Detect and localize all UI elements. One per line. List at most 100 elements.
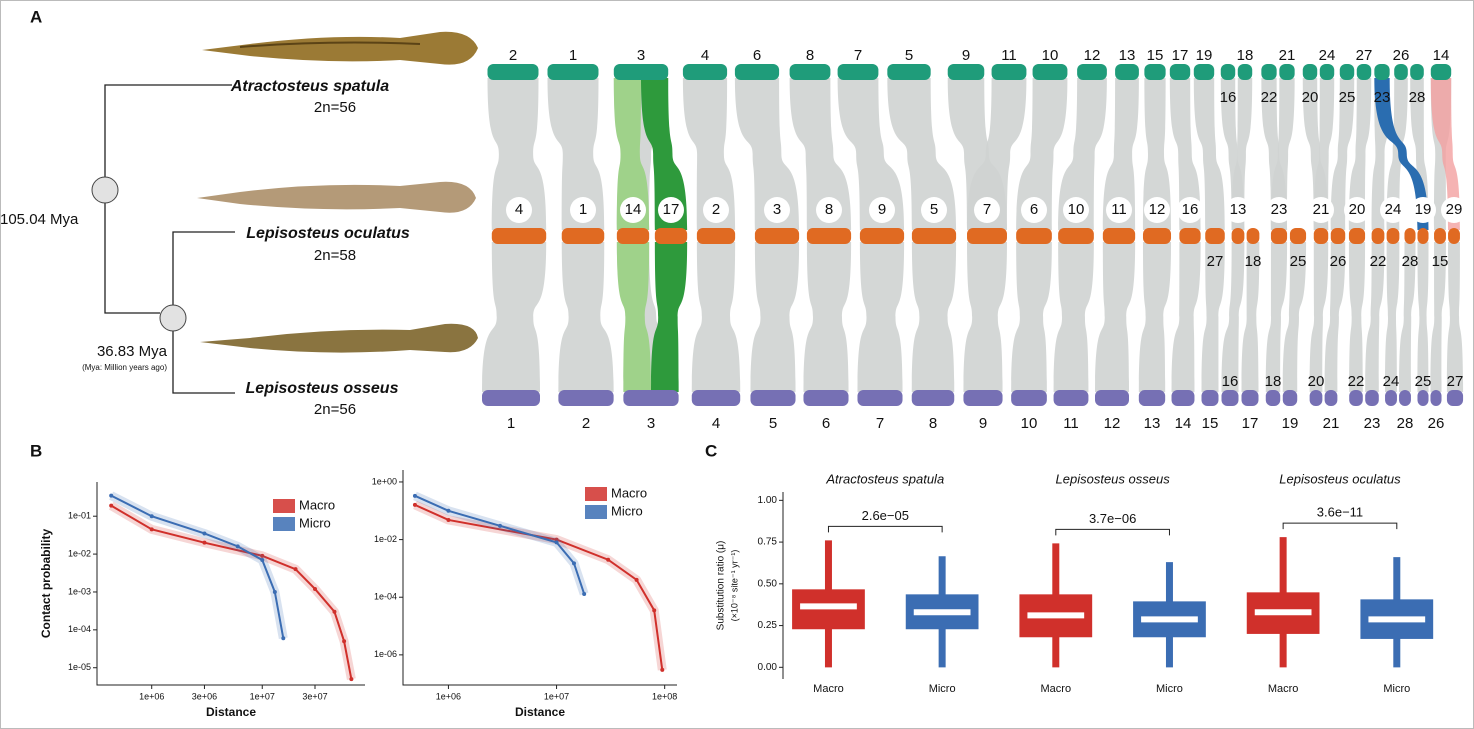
species-name: Lepisosteus oculatus [246, 225, 410, 242]
data-point [554, 537, 559, 542]
y-tick-label: 1e-02 [68, 548, 91, 558]
chromosome-block [887, 64, 931, 80]
data-point [652, 608, 657, 613]
label-bubble [658, 197, 684, 223]
panel-c: 0.00 0.25 0.50 0.75 1.00 Substitution ratio (… [716, 471, 1434, 695]
chromosome-block [1324, 390, 1338, 406]
chromosome-block [1246, 228, 1260, 244]
x-tick-label: Micro [1383, 683, 1410, 695]
chromosome-block [616, 228, 650, 244]
chromosome-label: 16 [1220, 89, 1237, 106]
chromosome-block [691, 390, 741, 406]
chromosome-block [857, 390, 903, 406]
chromosome-block [1386, 228, 1400, 244]
y-tick-label: 0.25 [758, 620, 778, 631]
label-bubble [1063, 197, 1089, 223]
y-tick-label: 0.75 [758, 537, 778, 548]
synteny-ribbon [558, 242, 614, 392]
chromosome-label: 26 [1330, 253, 1347, 270]
node-age: 36.83 Mya [97, 343, 168, 360]
synteny-ribbon [1324, 242, 1346, 392]
series-line [414, 494, 586, 595]
y-tick-label: 1e-04 [68, 624, 91, 634]
synteny-ribbon [1446, 242, 1464, 392]
label-bubble [506, 197, 532, 223]
chromosome-block [967, 228, 1007, 244]
chromosome-label: 12 [1104, 415, 1121, 432]
synteny-ribbon [1095, 242, 1136, 392]
chromosome-label: 29 [1446, 201, 1463, 218]
chromosome-block [1394, 64, 1408, 80]
panel-label: C [705, 441, 717, 460]
x-tick-label: 1e+06 [139, 691, 164, 701]
data-point [109, 503, 114, 508]
significance-bracket [1055, 528, 1170, 536]
chromosome-label: 28 [1409, 89, 1426, 106]
label-bubble [1225, 197, 1251, 223]
chromosome-block [1265, 390, 1281, 406]
chromosome-block [1434, 228, 1446, 244]
chromosome-block [1032, 64, 1068, 80]
data-point [349, 677, 354, 682]
synteny-ribbon [1430, 78, 1460, 230]
synteny-ribbon [691, 242, 741, 392]
axis [96, 482, 365, 686]
synteny-ribbon [1241, 242, 1260, 392]
chromosome-label: 20 [1308, 373, 1325, 390]
data-point [149, 527, 154, 532]
chromosome-label: 25 [1339, 89, 1356, 106]
chromosome-label: 4 [701, 47, 709, 64]
data-point [446, 517, 451, 522]
chromosome-label: 9 [962, 47, 970, 64]
legend-swatch [273, 499, 295, 513]
chromosome-label: 17 [663, 201, 680, 218]
label-bubble [1410, 197, 1436, 223]
chromosome-block [558, 390, 614, 406]
chromosome-label: 3 [647, 415, 655, 432]
chromosome-block [1261, 64, 1277, 80]
synteny-ribbon [911, 242, 957, 392]
axis [402, 470, 677, 686]
synteny-ribbon [651, 242, 688, 392]
synteny-ribbon [482, 242, 547, 392]
chromosome-block [1289, 228, 1307, 244]
legend-label: Micro [299, 515, 331, 530]
data-point [412, 502, 417, 507]
synteny-ribbon [1011, 242, 1052, 392]
synteny-ribbon [1282, 242, 1307, 392]
label-bubble [921, 197, 947, 223]
chromosome-label: 13 [1144, 415, 1161, 432]
chromosome-block [696, 228, 736, 244]
age-note: (Mya: Million years ago) [82, 363, 167, 372]
chromosome-label: 18 [1265, 373, 1282, 390]
data-point [342, 639, 347, 644]
fish [197, 31, 478, 353]
chromosome-block [1115, 64, 1139, 80]
chromosome-label: 1 [507, 415, 515, 432]
chromosome-label: 22 [1261, 89, 1278, 106]
data-point [582, 591, 587, 596]
chromosome-block [1193, 64, 1215, 80]
p-value: 3.6e−11 [1317, 505, 1363, 520]
synteny-ribbon [1201, 242, 1225, 392]
chromosome-block [1448, 228, 1460, 244]
chromosome-label: 18 [1245, 253, 1262, 270]
karyotype: 2n=58 [314, 247, 356, 264]
chromosome-label: 6 [822, 415, 830, 432]
chromosome-label: 15 [1147, 47, 1164, 64]
synteny-ribbon [1348, 242, 1366, 392]
label-bubble [764, 197, 790, 223]
chromosome-label: 4 [712, 415, 720, 432]
chromosome-label: 8 [806, 47, 814, 64]
synteny-ribbon [1365, 242, 1385, 392]
chromosome-label: 19 [1282, 415, 1299, 432]
chromosome-block [491, 228, 547, 244]
y-axis-label: Substitution ratio (μ) [716, 541, 727, 631]
data-point [606, 557, 611, 562]
species-name: Atractosteus spatula [230, 78, 389, 95]
chromosome-label: 19 [1196, 47, 1213, 64]
chromosome-block [1404, 228, 1416, 244]
synteny-ribbon [734, 78, 800, 230]
y-tick-label: 0.00 [758, 662, 778, 673]
chromosome-block [1319, 64, 1335, 80]
